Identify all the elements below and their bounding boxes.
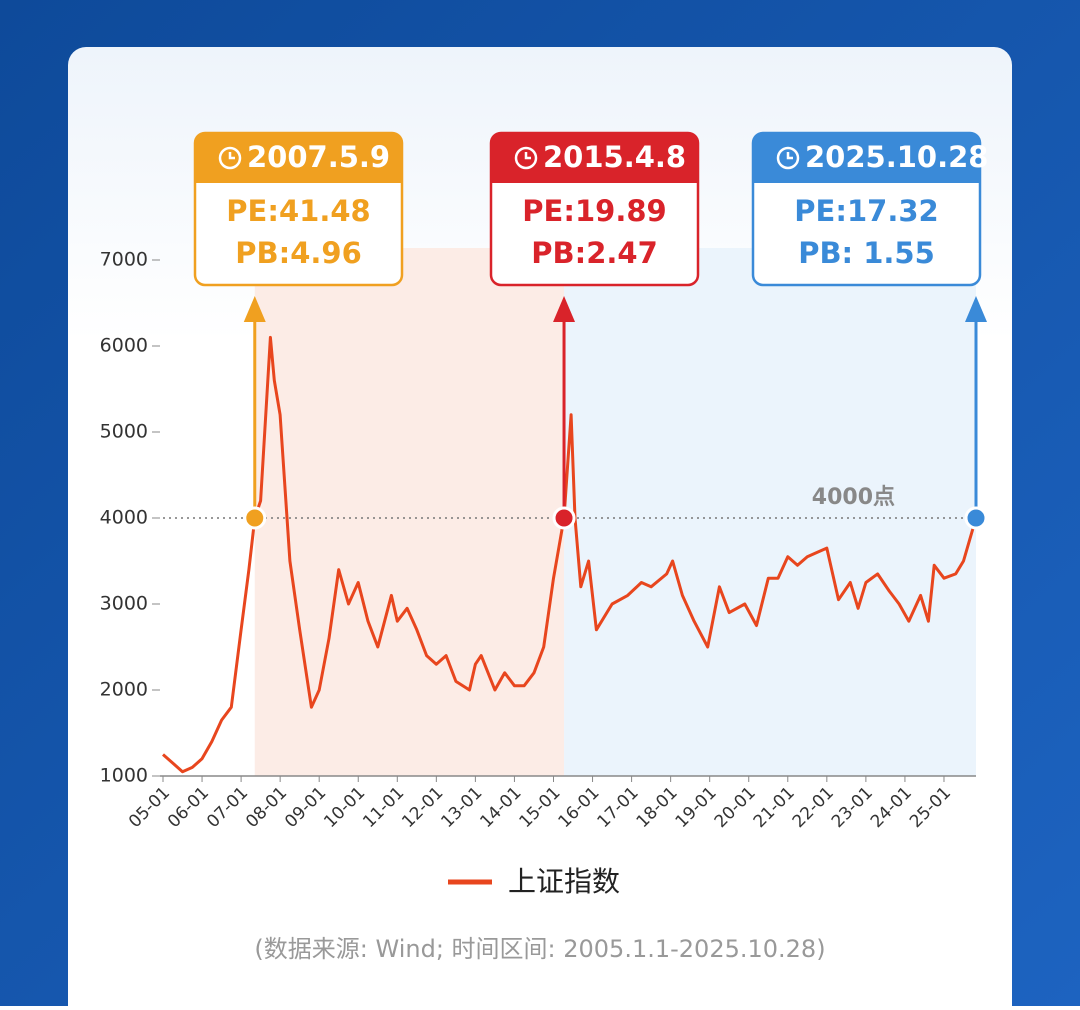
arrow-head	[553, 296, 576, 322]
y-tick-label: 5000	[100, 421, 148, 443]
y-tick-label: 7000	[100, 249, 148, 271]
reference-label: 4000点	[812, 484, 895, 510]
clock-icon	[514, 146, 538, 170]
source-note: (数据来源: Wind; 时间区间: 2005.1.1-2025.10.28)	[254, 935, 825, 963]
y-tick-label: 4000	[100, 507, 148, 529]
clock-icon	[218, 146, 242, 170]
annotation-header	[753, 133, 980, 183]
annotation-date: 2007.5.9	[247, 140, 390, 174]
legend-label: 上证指数	[508, 865, 620, 898]
annotation-marker	[552, 506, 576, 530]
annotation-pe: PE:17.32	[794, 194, 938, 228]
annotation-pb: PB:4.96	[235, 236, 362, 270]
annotation-pe: PE:19.89	[522, 194, 666, 228]
arrow-head	[243, 296, 266, 322]
period-shade	[254, 248, 565, 776]
annotation-date: 2015.4.8	[543, 140, 686, 174]
clock-hands	[786, 152, 793, 160]
clock-hands	[228, 152, 235, 160]
arrow-head	[965, 296, 987, 322]
annotation-date: 2025.10.28	[805, 140, 988, 174]
clock-icon	[776, 146, 800, 170]
annotation-pb: PB:2.47	[531, 236, 658, 270]
y-tick-label: 1000	[100, 765, 148, 787]
annotation-pe: PE:41.48	[226, 194, 370, 228]
annotation-marker	[243, 506, 267, 530]
y-tick-label: 2000	[100, 679, 148, 701]
y-tick-label: 3000	[100, 593, 148, 615]
annotation-header	[491, 133, 698, 183]
annotation-marker	[964, 506, 988, 530]
annotation-header	[195, 133, 402, 183]
annotation-pb: PB: 1.55	[798, 236, 935, 270]
series-line	[162, 335, 978, 774]
clock-hands	[524, 152, 531, 160]
period-shade	[564, 248, 976, 776]
y-tick-label: 6000	[100, 335, 148, 357]
